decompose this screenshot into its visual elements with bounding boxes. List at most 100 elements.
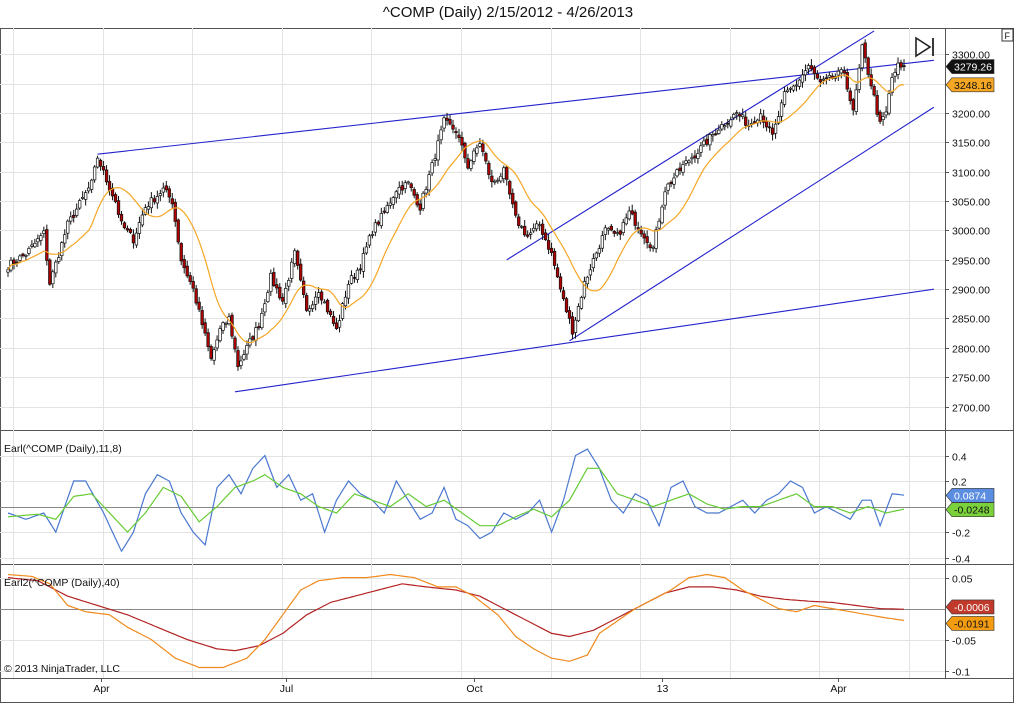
candle-body	[726, 122, 730, 125]
candle-body	[478, 143, 482, 147]
candle-body	[582, 281, 587, 298]
candle-body	[284, 288, 288, 304]
series-line-earl	[7, 448, 905, 553]
last-close-tag-label: 3279.26	[954, 62, 992, 74]
earl2-y-tick-label: -0.1	[952, 667, 970, 679]
candle-body	[863, 42, 867, 59]
candle-body	[215, 339, 219, 349]
candle-body	[281, 296, 285, 302]
last-close-tag-shape	[945, 59, 995, 74]
trendline-1	[234, 288, 934, 393]
candle-body	[609, 225, 613, 231]
candle-body	[66, 220, 70, 234]
candle-body	[869, 74, 873, 87]
candle-body	[152, 198, 156, 203]
candle-body	[140, 214, 145, 226]
candle-body	[594, 252, 599, 259]
x-tick-label: Apr	[830, 683, 847, 695]
candle-body	[194, 288, 198, 304]
candle-body	[493, 180, 497, 183]
candle-body	[98, 159, 103, 167]
candle-body	[660, 206, 664, 224]
candle-body	[708, 134, 712, 146]
candle-body	[630, 210, 634, 215]
candle-body	[788, 87, 793, 90]
candle-body	[764, 120, 769, 128]
candle-body	[57, 257, 61, 262]
candle-body	[206, 332, 210, 348]
candle-body	[179, 243, 183, 262]
candle-body	[884, 111, 888, 116]
candle-body	[146, 206, 151, 210]
candle-body	[155, 196, 159, 204]
scroll-to-end-icon[interactable]	[915, 36, 934, 58]
candle-body	[511, 192, 515, 205]
candle-body	[436, 140, 440, 161]
candle-body	[24, 254, 28, 257]
candle-body	[836, 70, 840, 76]
candle-body	[657, 220, 661, 229]
earl-y-tick-label: 0.4	[952, 452, 967, 464]
candle-body	[487, 162, 491, 175]
candle-body	[720, 124, 724, 130]
candle-body	[543, 232, 548, 241]
candle-body	[86, 187, 91, 192]
candle-body	[636, 227, 640, 230]
moving-average-line	[7, 74, 905, 344]
candle-body	[110, 187, 115, 197]
price-y-tick-label: 3200.00	[952, 109, 990, 121]
panel-button-label: F	[1005, 31, 1011, 41]
candle-body	[6, 269, 10, 273]
candle-body	[558, 276, 563, 290]
candle-body	[902, 65, 906, 67]
candle-body	[305, 295, 309, 311]
earl-y-tick-label: 0.2	[952, 477, 967, 489]
candle-body	[370, 234, 375, 236]
candle-body	[221, 322, 225, 331]
indicator-lines	[7, 74, 905, 669]
candle-body	[340, 303, 345, 319]
candle-body	[63, 234, 67, 244]
candle-body	[319, 291, 324, 301]
candle-body	[296, 250, 300, 266]
panel-button[interactable]: F	[1001, 28, 1014, 42]
candle-body	[741, 114, 745, 117]
x-axis: Apr Jul Oct 13 Apr	[93, 678, 847, 695]
candle-body	[776, 116, 781, 124]
candle-body	[346, 283, 351, 299]
candle-body	[430, 162, 434, 174]
candle-body	[388, 202, 392, 206]
candle-body	[373, 222, 378, 233]
candle-body	[552, 250, 557, 266]
candle-body	[729, 119, 733, 127]
earl2-panel-title: Earl2(^COMP (Daily),40)	[4, 577, 120, 589]
candle-body	[502, 167, 506, 179]
candle-body	[275, 284, 279, 289]
candle-body	[352, 277, 357, 279]
candle-body	[107, 181, 112, 191]
candle-body	[89, 179, 94, 190]
candle-body	[128, 229, 133, 233]
candle-body	[239, 360, 243, 366]
candle-body	[173, 202, 177, 222]
candle-body	[696, 153, 700, 159]
candle-body	[48, 259, 52, 285]
candle-body	[391, 197, 395, 205]
candle-body	[403, 182, 407, 189]
candle-body	[753, 121, 757, 124]
x-tick-label: Apr	[93, 683, 110, 695]
candle-body	[137, 222, 142, 234]
candle-body	[812, 66, 817, 74]
candle-body	[242, 354, 246, 360]
candle-body	[845, 72, 849, 90]
candle-body	[717, 129, 721, 134]
earl-last-tag-shape	[945, 488, 995, 503]
candle-body	[881, 116, 885, 120]
candle-body	[860, 44, 864, 69]
candle-body	[463, 142, 467, 159]
candle-body	[337, 320, 342, 328]
candle-body	[251, 336, 255, 340]
candle-body	[702, 140, 706, 146]
candle-body	[597, 248, 602, 254]
